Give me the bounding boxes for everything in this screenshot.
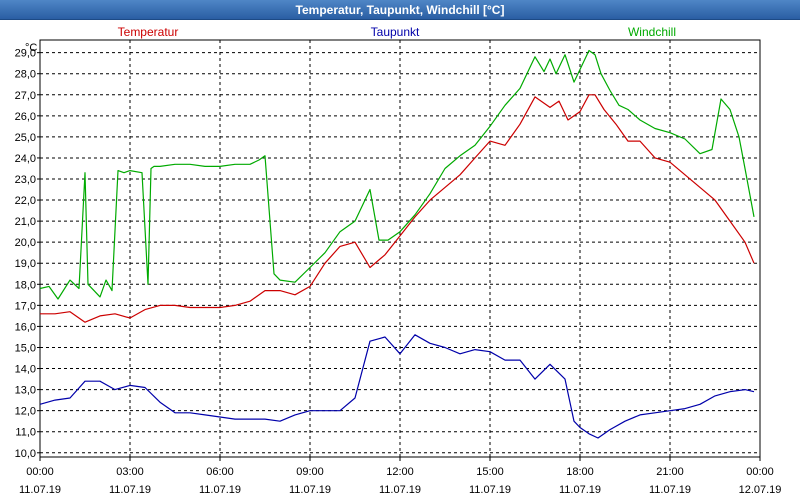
y-tick-label: 26,0 [15, 111, 36, 123]
y-axis: 10,0 11,0 12,0 13,0 14,0 15,0 16,0 17,0 18,0 19,0… [15, 48, 40, 460]
x-tick-time: 00:00 [26, 466, 54, 478]
x-tick-date: 11.07.19 [469, 484, 511, 496]
x-tick-time: 12:00 [386, 466, 414, 478]
x-tick-date: 11.07.19 [199, 484, 241, 496]
grid [40, 40, 760, 457]
y-tick-label: 15,0 [15, 342, 36, 354]
y-tick-label: 29,0 [15, 48, 36, 60]
y-tick-label: 24,0 [15, 153, 36, 165]
x-axis: 00:00 11.07.19 03:00 11.07.19 06:00 11.07.19 0… [19, 457, 781, 496]
chart-background [0, 20, 800, 500]
legend-taupunkt: Taupunkt [371, 25, 420, 39]
x-tick-date: 11.07.19 [19, 484, 61, 496]
y-tick-label: 28,0 [15, 69, 36, 81]
x-tick-time: 03:00 [116, 466, 144, 478]
x-tick-time: 18:00 [566, 466, 594, 478]
legend-temperatur: Temperatur [118, 25, 179, 39]
y-tick-label: 12,0 [15, 406, 36, 418]
chart-area: 10,0 11,0 12,0 13,0 14,0 15,0 16,0 17,0 18,0 19,0… [0, 20, 800, 500]
x-tick-time: 09:00 [296, 466, 324, 478]
y-tick-label: 20,0 [15, 237, 36, 249]
series-taupunkt-line [39, 334, 755, 439]
legend-windchill: Windchill [628, 25, 676, 39]
y-tick-label: 25,0 [15, 132, 36, 144]
y-tick-label: 10,0 [15, 448, 36, 460]
x-tick-time: 21:00 [656, 466, 684, 478]
x-tick-date: 11.07.19 [109, 484, 151, 496]
y-tick-label: 22,0 [15, 195, 36, 207]
x-tick-time: 00:00 [746, 466, 774, 478]
x-tick-time: 15:00 [476, 466, 504, 478]
y-axis-unit: °C [25, 42, 37, 54]
y-tick-label: 23,0 [15, 174, 36, 186]
y-tick-label: 17,0 [15, 300, 36, 312]
y-tick-label: 19,0 [15, 258, 36, 270]
window-title: Temperatur, Taupunkt, Windchill [°C] [0, 0, 800, 20]
y-tick-label: 27,0 [15, 90, 36, 102]
series-windchill-line [39, 49, 755, 300]
x-tick-date: 11.07.19 [559, 484, 601, 496]
x-tick-time: 06:00 [206, 466, 234, 478]
y-tick-label: 21,0 [15, 216, 36, 228]
x-tick-date: 11.07.19 [649, 484, 691, 496]
y-tick-label: 11,0 [15, 427, 36, 439]
y-tick-label: 18,0 [15, 279, 36, 291]
x-tick-date: 11.07.19 [379, 484, 421, 496]
y-tick-label: 16,0 [15, 321, 36, 333]
series-temperatur-line [40, 94, 755, 323]
x-tick-date: 11.07.19 [289, 484, 331, 496]
y-tick-label: 14,0 [15, 364, 36, 376]
x-tick-date: 12.07.19 [739, 484, 782, 496]
series-lines [39, 49, 755, 439]
y-tick-label: 13,0 [15, 385, 36, 397]
